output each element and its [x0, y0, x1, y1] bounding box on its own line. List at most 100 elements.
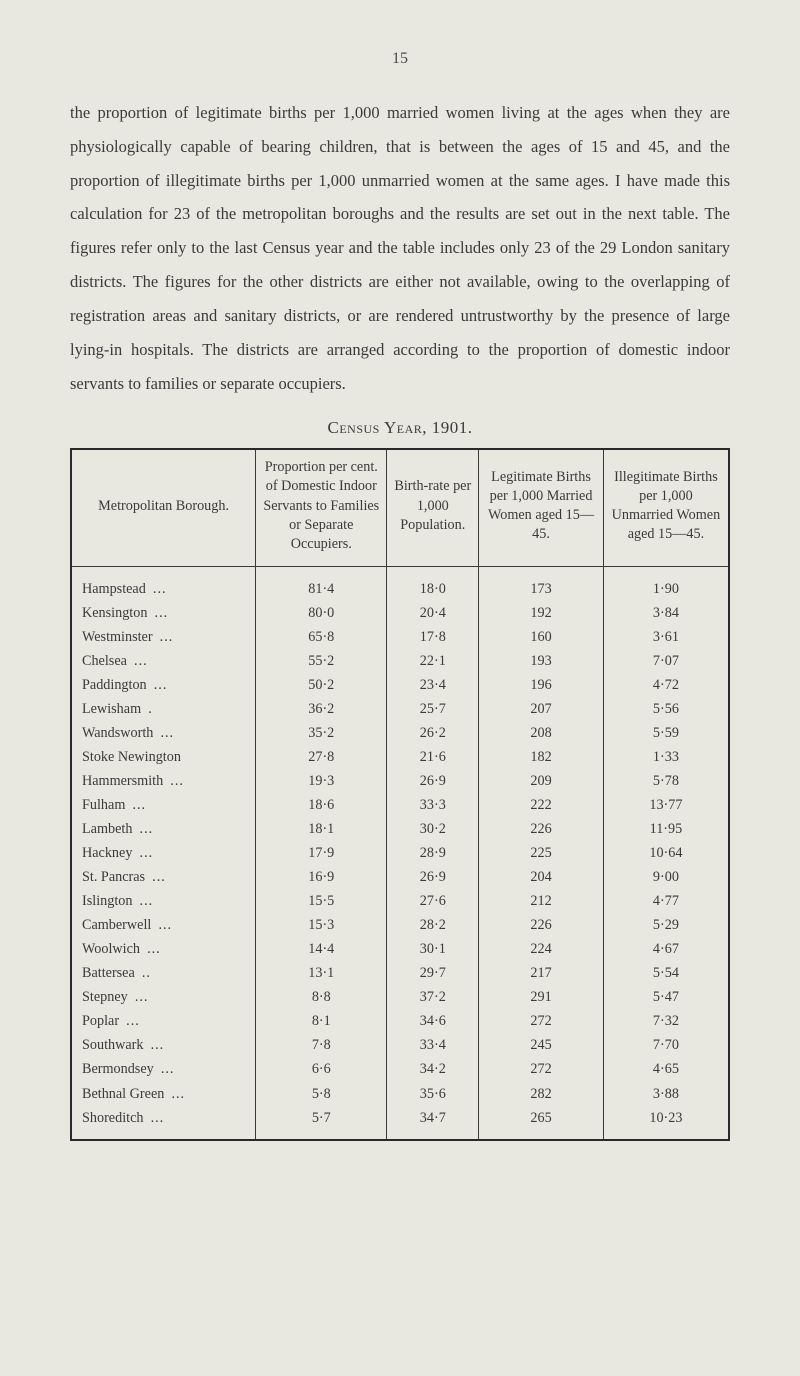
table-row: Lambeth ...18·130·222611·95: [72, 818, 728, 842]
numeric-cell: 13·77: [603, 794, 728, 818]
page-container: 15 the proportion of legitimate births p…: [0, 0, 800, 1181]
borough-name-cell: Battersea ..: [72, 962, 256, 986]
numeric-cell: 34·2: [387, 1058, 479, 1082]
numeric-cell: 192: [479, 602, 604, 626]
numeric-cell: 37·2: [387, 986, 479, 1010]
body-paragraph: the proportion of legitimate births per …: [70, 96, 730, 400]
table-row: Lewisham .36·225·72075·56: [72, 698, 728, 722]
borough-name-cell: Wandsworth ...: [72, 722, 256, 746]
table-row: Camberwell ...15·328·22265·29: [72, 914, 728, 938]
borough-name-cell: Stoke Newington: [72, 746, 256, 770]
table-box: Metropolitan Borough.Proportion per cent…: [70, 448, 730, 1140]
column-header: Legitimate Births per 1,000 Married Wome…: [479, 450, 604, 566]
numeric-cell: 6·6: [256, 1058, 387, 1082]
numeric-cell: 282: [479, 1082, 604, 1106]
numeric-cell: 18·1: [256, 818, 387, 842]
numeric-cell: 5·47: [603, 986, 728, 1010]
numeric-cell: 27·8: [256, 746, 387, 770]
numeric-cell: 291: [479, 986, 604, 1010]
numeric-cell: 23·4: [387, 674, 479, 698]
table-row: Islington ...15·527·62124·77: [72, 890, 728, 914]
table-row: Woolwich ...14·430·12244·67: [72, 938, 728, 962]
borough-name-cell: Hackney ...: [72, 842, 256, 866]
numeric-cell: 18·6: [256, 794, 387, 818]
numeric-cell: 1·90: [603, 567, 728, 602]
numeric-cell: 1·33: [603, 746, 728, 770]
borough-name-cell: Shoreditch ...: [72, 1106, 256, 1139]
numeric-cell: 224: [479, 938, 604, 962]
numeric-cell: 5·7: [256, 1106, 387, 1139]
numeric-cell: 7·32: [603, 1010, 728, 1034]
numeric-cell: 3·61: [603, 626, 728, 650]
table-row: Stoke Newington 27·821·61821·33: [72, 746, 728, 770]
numeric-cell: 272: [479, 1010, 604, 1034]
table-row: Battersea ..13·129·72175·54: [72, 962, 728, 986]
column-header: Metropolitan Borough.: [72, 450, 256, 566]
numeric-cell: 55·2: [256, 650, 387, 674]
borough-name-cell: Poplar ...: [72, 1010, 256, 1034]
borough-name-cell: Bethnal Green ...: [72, 1082, 256, 1106]
numeric-cell: 5·78: [603, 770, 728, 794]
numeric-cell: 26·2: [387, 722, 479, 746]
numeric-cell: 15·5: [256, 890, 387, 914]
numeric-cell: 33·4: [387, 1034, 479, 1058]
table-row: Poplar ...8·134·62727·32: [72, 1010, 728, 1034]
borough-name-cell: Bermondsey ...: [72, 1058, 256, 1082]
numeric-cell: 81·4: [256, 567, 387, 602]
numeric-cell: 27·6: [387, 890, 479, 914]
numeric-cell: 28·2: [387, 914, 479, 938]
census-table: Metropolitan Borough.Proportion per cent…: [72, 450, 728, 1138]
numeric-cell: 16·9: [256, 866, 387, 890]
numeric-cell: 17·8: [387, 626, 479, 650]
borough-name-cell: Lambeth ...: [72, 818, 256, 842]
numeric-cell: 196: [479, 674, 604, 698]
numeric-cell: 17·9: [256, 842, 387, 866]
numeric-cell: 65·8: [256, 626, 387, 650]
numeric-cell: 35·6: [387, 1082, 479, 1106]
borough-name-cell: Fulham ...: [72, 794, 256, 818]
header-row: Metropolitan Borough.Proportion per cent…: [72, 450, 728, 566]
table-row: Shoreditch ...5·734·726510·23: [72, 1106, 728, 1139]
table-title: Census Year, 1901.: [70, 418, 730, 438]
table-row: Hammersmith ...19·326·92095·78: [72, 770, 728, 794]
numeric-cell: 35·2: [256, 722, 387, 746]
numeric-cell: 3·88: [603, 1082, 728, 1106]
column-header: Illegitimate Births per 1,000 Unmarried …: [603, 450, 728, 566]
numeric-cell: 25·7: [387, 698, 479, 722]
table-row: Paddington ...50·223·41964·72: [72, 674, 728, 698]
numeric-cell: 225: [479, 842, 604, 866]
numeric-cell: 22·1: [387, 650, 479, 674]
numeric-cell: 5·59: [603, 722, 728, 746]
numeric-cell: 193: [479, 650, 604, 674]
numeric-cell: 34·6: [387, 1010, 479, 1034]
table-row: Kensington ...80·020·41923·84: [72, 602, 728, 626]
numeric-cell: 10·64: [603, 842, 728, 866]
table-row: Southwark ...7·833·42457·70: [72, 1034, 728, 1058]
borough-name-cell: Woolwich ...: [72, 938, 256, 962]
table-row: St. Pancras ...16·926·92049·00: [72, 866, 728, 890]
numeric-cell: 209: [479, 770, 604, 794]
numeric-cell: 11·95: [603, 818, 728, 842]
numeric-cell: 173: [479, 567, 604, 602]
numeric-cell: 19·3: [256, 770, 387, 794]
borough-name-cell: St. Pancras ...: [72, 866, 256, 890]
numeric-cell: 28·9: [387, 842, 479, 866]
borough-name-cell: Paddington ...: [72, 674, 256, 698]
numeric-cell: 3·84: [603, 602, 728, 626]
numeric-cell: 160: [479, 626, 604, 650]
numeric-cell: 265: [479, 1106, 604, 1139]
numeric-cell: 15·3: [256, 914, 387, 938]
numeric-cell: 29·7: [387, 962, 479, 986]
numeric-cell: 5·29: [603, 914, 728, 938]
numeric-cell: 20·4: [387, 602, 479, 626]
numeric-cell: 26·9: [387, 866, 479, 890]
numeric-cell: 217: [479, 962, 604, 986]
numeric-cell: 33·3: [387, 794, 479, 818]
column-header: Birth-rate per 1,000 Population.: [387, 450, 479, 566]
numeric-cell: 7·70: [603, 1034, 728, 1058]
numeric-cell: 13·1: [256, 962, 387, 986]
column-header: Proportion per cent. of Domestic Indoor …: [256, 450, 387, 566]
borough-name-cell: Islington ...: [72, 890, 256, 914]
numeric-cell: 204: [479, 866, 604, 890]
numeric-cell: 272: [479, 1058, 604, 1082]
